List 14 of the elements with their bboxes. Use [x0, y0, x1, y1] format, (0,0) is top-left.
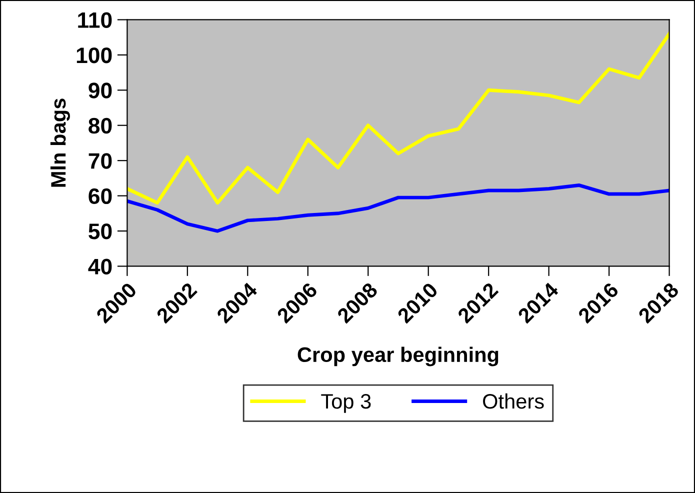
y-tick-label: 90 — [88, 82, 112, 98]
line-series — [127, 32, 670, 205]
y-tick-label: 40 — [88, 258, 112, 274]
y-tick-label: 70 — [88, 153, 112, 169]
y-tick-label: 100 — [76, 47, 112, 64]
y-tick-label: 110 — [78, 12, 112, 28]
y-tick-label: 50 — [88, 224, 112, 240]
y-tick-label: 60 — [88, 188, 112, 204]
legend-label: Others — [483, 393, 544, 409]
legend-label: Top 3 — [321, 394, 371, 413]
x-axis-title: Crop year beginning — [298, 346, 498, 366]
line-series — [127, 183, 670, 233]
y-axis-title: Mln bags — [50, 98, 70, 187]
y-tick-label: 80 — [88, 118, 112, 134]
